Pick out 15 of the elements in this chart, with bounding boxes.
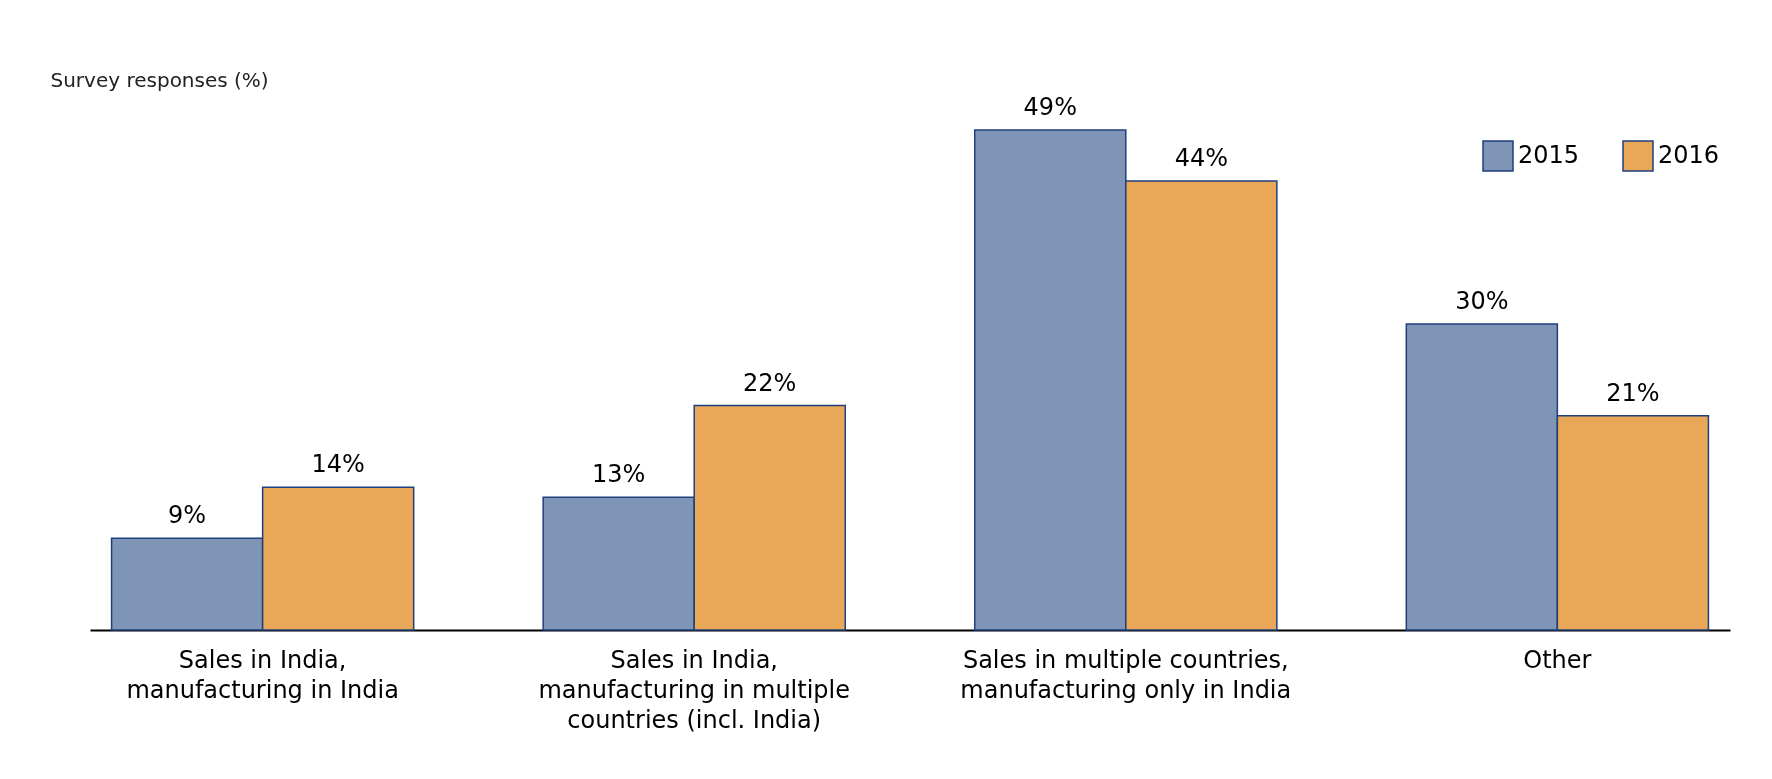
data-label: 13% — [592, 460, 646, 489]
data-label: 22% — [743, 368, 797, 397]
legend-label: 2016 — [1658, 141, 1720, 169]
data-label: 44% — [1174, 144, 1228, 173]
x-tick-label: Sales in multiple countries, manufacturing only in India — [960, 645, 1292, 704]
data-label: 14% — [311, 450, 365, 479]
x-tick-label: Sales in India, manufacturing in multiple countries (incl. India) — [538, 645, 851, 734]
y-axis-title: Survey responses (%) — [50, 67, 269, 92]
x-tick-label: Sales in India, manufacturing in India — [126, 645, 399, 704]
data-label: 21% — [1606, 378, 1660, 407]
data-label: 49% — [1023, 93, 1077, 121]
data-label: 9% — [168, 501, 207, 530]
data-label: 30% — [1455, 286, 1509, 315]
legend-label: 2015 — [1518, 141, 1580, 169]
x-tick-label: Other — [1523, 645, 1592, 674]
